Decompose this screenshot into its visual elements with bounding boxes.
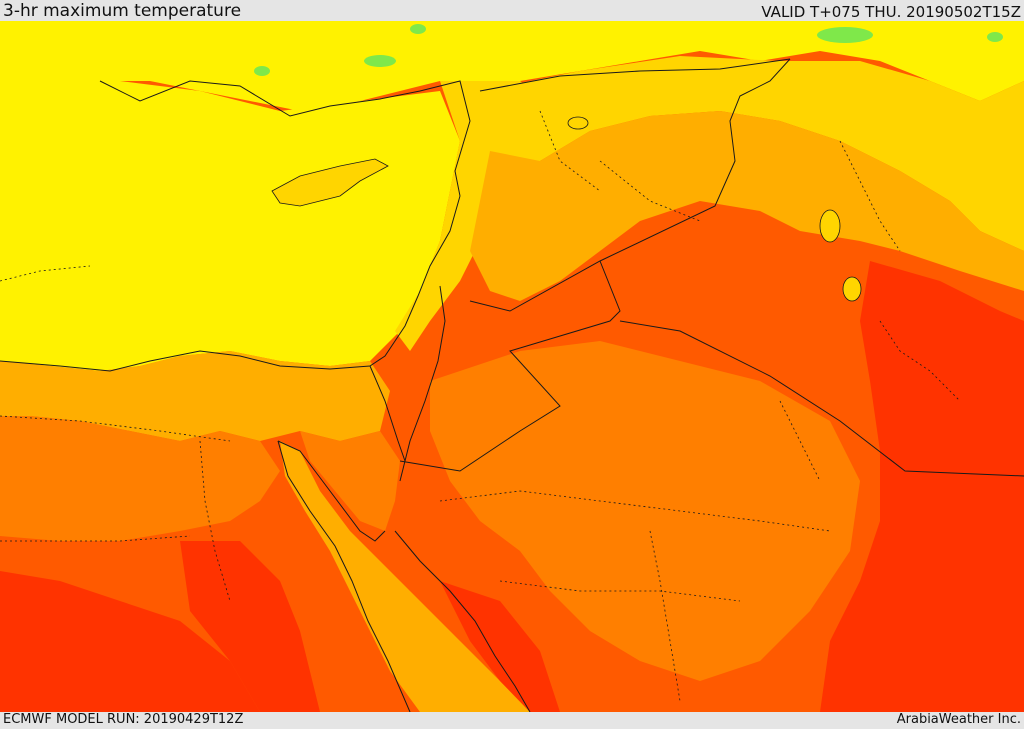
temp-zone-egypt [0, 416, 280, 541]
border-syria-iraq [469, 58, 791, 312]
border-jordan-west [399, 285, 446, 482]
header-bar: 3-hr maximum temperature VALID T+075 THU… [0, 0, 1024, 21]
hot-zone-arabian-coast [440, 581, 560, 712]
coastline-levant [369, 195, 461, 367]
province-boundaries [0, 110, 961, 702]
model-run: ECMWF MODEL RUN: 20190429T12Z [3, 712, 244, 727]
temp-zone-mediterranean [0, 81, 460, 371]
border-saudi-iraq [619, 320, 1024, 477]
cyprus [271, 158, 389, 207]
temp-zone-saudi-central [430, 341, 860, 681]
border-turkey-syria [479, 58, 791, 92]
temp-zone-syria [470, 111, 1024, 301]
lake-habbaniyah [842, 276, 862, 302]
border-jordan-iraq-saudi [399, 260, 621, 472]
footer-bar: ECMWF MODEL RUN: 20190429T12Z ArabiaWeat… [0, 712, 1024, 729]
coastline-red-sea-west [277, 440, 411, 712]
border-egypt-israel [369, 365, 406, 462]
cool-patch-3 [364, 55, 396, 67]
lake-tharthar [819, 209, 841, 243]
hot-zone-east [820, 261, 1024, 712]
coastline-turkey-south [99, 80, 471, 197]
temp-zone-syria-north [480, 56, 1024, 251]
cool-patch-4 [254, 66, 270, 76]
temp-zone-north [0, 21, 1024, 111]
coastline-red-sea-east [394, 530, 531, 712]
cool-patch-1 [817, 27, 873, 43]
hot-zone-west [0, 571, 260, 712]
valid-time: VALID T+075 THU. 20190502T15Z [761, 3, 1021, 21]
map-title: 3-hr maximum temperature [3, 1, 242, 21]
hot-zone-egypt-east [180, 541, 320, 712]
red-sea [280, 441, 530, 712]
coastline-egypt [0, 350, 371, 372]
temp-zone-egypt-coast [0, 351, 390, 441]
sinai [300, 431, 400, 531]
lake-assad [567, 116, 589, 130]
cool-patch-2 [987, 32, 1003, 42]
cool-patch-5 [410, 24, 426, 34]
temperature-map[interactable] [0, 21, 1024, 712]
coastline-gulf-suez [277, 440, 386, 542]
credit: ArabiaWeather Inc. [896, 712, 1021, 727]
